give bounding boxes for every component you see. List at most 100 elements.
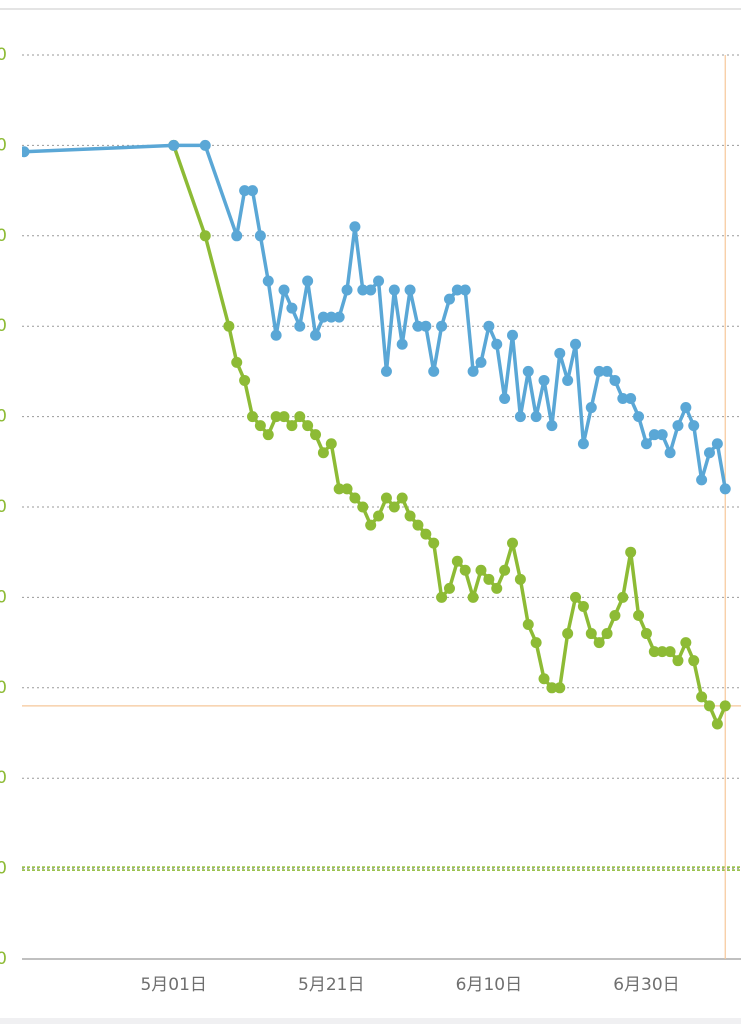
data-point [341, 284, 353, 296]
data-point [380, 365, 392, 377]
data-point [554, 682, 566, 694]
data-point [420, 528, 432, 540]
data-point [593, 637, 605, 649]
data-point [530, 411, 542, 423]
x-tick-label: 6月10日 [456, 975, 522, 995]
y-tick-label: 40 [0, 587, 7, 607]
data-point [672, 420, 684, 432]
data-point [593, 365, 605, 377]
data-point [467, 365, 479, 377]
reference-lines [22, 55, 741, 959]
data-point [365, 519, 377, 531]
data-point [388, 284, 400, 296]
data-point [365, 284, 377, 296]
data-point [262, 429, 274, 441]
y-tick-label: 90 [0, 135, 7, 155]
data-point [617, 393, 629, 405]
data-point [672, 655, 684, 667]
data-point [648, 429, 660, 441]
data-point [420, 320, 432, 332]
footer-bar [0, 1018, 741, 1024]
y-tick-label: 10 [0, 859, 7, 879]
data-point [278, 284, 290, 296]
data-point [483, 320, 495, 332]
data-point [254, 420, 266, 432]
data-point [499, 393, 511, 405]
data-point [514, 411, 526, 423]
data-point [317, 311, 329, 323]
data-point [562, 628, 574, 640]
data-point [688, 655, 700, 667]
data-point [428, 365, 440, 377]
data-point [443, 582, 455, 594]
data-point [436, 320, 448, 332]
data-point [601, 365, 613, 377]
data-point [633, 411, 645, 423]
data-point [640, 438, 652, 450]
data-point [609, 609, 621, 621]
data-point [231, 356, 243, 368]
data-point [577, 600, 589, 612]
data-point [703, 447, 715, 459]
data-point [711, 438, 723, 450]
data-point [688, 420, 700, 432]
data-point [719, 483, 731, 495]
series-line [23, 143, 727, 490]
data-point [443, 293, 455, 305]
axis-labels: 0 10 20 30 40 50 60 70 80 90 100 5月01日 5月21日 6月10日 6月3… [0, 45, 680, 995]
data-point [633, 609, 645, 621]
data-point [325, 438, 337, 450]
y-tick-label: 60 [0, 407, 7, 427]
data-point [507, 329, 519, 341]
data-point [325, 311, 337, 323]
data-point [585, 402, 597, 414]
data-point [601, 628, 613, 640]
data-point [554, 347, 566, 359]
data-point [656, 429, 668, 441]
data-point [436, 591, 448, 603]
y-tick-label: 80 [0, 226, 7, 246]
data-point [696, 474, 708, 486]
data-point [546, 682, 558, 694]
data-point [373, 510, 385, 522]
data-point [270, 329, 282, 341]
data-point [412, 320, 424, 332]
data-point [223, 320, 235, 332]
data-point [302, 420, 314, 432]
data-point [711, 718, 723, 730]
data-point [357, 501, 369, 513]
data-point [286, 302, 298, 314]
data-point [530, 637, 542, 649]
data-point [333, 483, 345, 495]
data-point [538, 374, 550, 386]
data-point [664, 646, 676, 658]
data-point [491, 582, 503, 594]
data-point [199, 139, 211, 151]
data-point [404, 284, 416, 296]
data-point [538, 673, 550, 685]
data-point [404, 510, 416, 522]
data-point [680, 402, 692, 414]
data-point [570, 591, 582, 603]
data-point [625, 393, 637, 405]
data-point [412, 519, 424, 531]
data-point [349, 221, 361, 233]
y-tick-label: 50 [0, 497, 7, 517]
data-point [333, 311, 345, 323]
data-point [696, 691, 708, 703]
data-point [522, 365, 534, 377]
data-point [428, 537, 440, 549]
data-point [310, 429, 322, 441]
data-point [617, 591, 629, 603]
data-point [341, 483, 353, 495]
data-point [664, 447, 676, 459]
data-point [648, 646, 660, 658]
data-point [239, 185, 251, 197]
plot-area [22, 139, 731, 730]
data-point [562, 374, 574, 386]
data-point [609, 374, 621, 386]
data-point [703, 700, 715, 712]
data-point [317, 447, 329, 459]
data-point [239, 374, 251, 386]
